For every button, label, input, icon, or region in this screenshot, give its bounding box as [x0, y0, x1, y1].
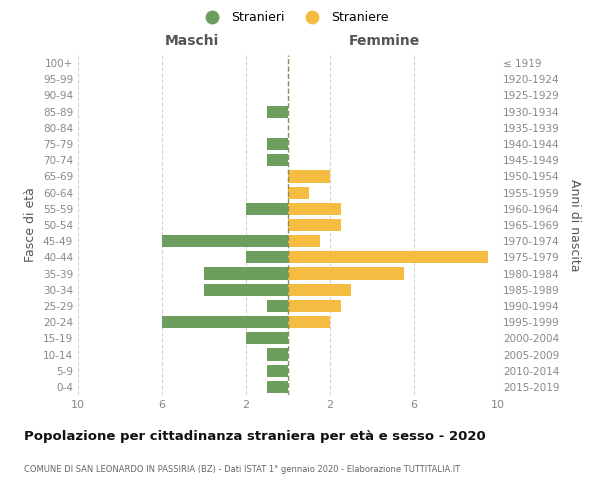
- Bar: [288, 268, 404, 280]
- Text: Popolazione per cittadinanza straniera per età e sesso - 2020: Popolazione per cittadinanza straniera p…: [24, 430, 486, 443]
- Bar: [288, 235, 320, 248]
- Bar: [288, 219, 341, 231]
- Bar: [246, 202, 288, 215]
- Bar: [267, 300, 288, 312]
- Text: Femmine: Femmine: [349, 34, 420, 48]
- Bar: [162, 235, 288, 248]
- Text: Maschi: Maschi: [164, 34, 218, 48]
- Legend: Stranieri, Straniere: Stranieri, Straniere: [195, 6, 393, 29]
- Bar: [267, 381, 288, 393]
- Bar: [288, 252, 487, 264]
- Bar: [246, 252, 288, 264]
- Text: COMUNE DI SAN LEONARDO IN PASSIRIA (BZ) - Dati ISTAT 1° gennaio 2020 - Elaborazi: COMUNE DI SAN LEONARDO IN PASSIRIA (BZ) …: [24, 465, 460, 474]
- Bar: [288, 284, 351, 296]
- Bar: [204, 284, 288, 296]
- Y-axis label: Fasce di età: Fasce di età: [25, 188, 37, 262]
- Bar: [162, 316, 288, 328]
- Bar: [267, 138, 288, 150]
- Bar: [288, 170, 330, 182]
- Bar: [267, 154, 288, 166]
- Bar: [267, 348, 288, 360]
- Bar: [267, 106, 288, 118]
- Bar: [204, 268, 288, 280]
- Bar: [246, 332, 288, 344]
- Bar: [288, 316, 330, 328]
- Bar: [288, 202, 341, 215]
- Y-axis label: Anni di nascita: Anni di nascita: [568, 179, 581, 271]
- Bar: [267, 364, 288, 377]
- Bar: [288, 300, 341, 312]
- Bar: [288, 186, 309, 198]
